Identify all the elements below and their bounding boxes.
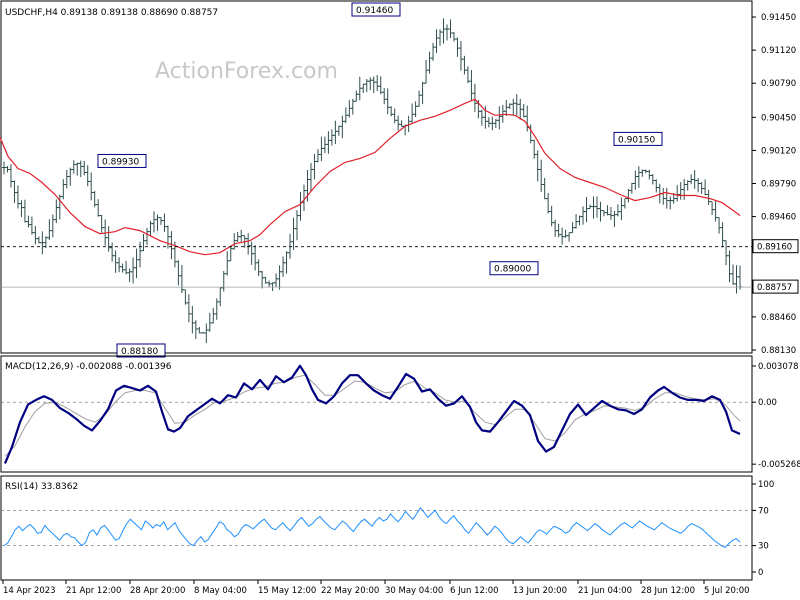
macd-signal-line xyxy=(4,374,741,457)
price-tick-label: 0.90790 xyxy=(761,79,796,89)
macd-tick-label: 0.00 xyxy=(758,398,777,408)
time-tick-label: 30 May 04:00 xyxy=(385,586,443,596)
price-bars xyxy=(2,18,742,343)
price-tick-label: 0.91120 xyxy=(761,46,796,56)
time-tick-label: 22 May 20:00 xyxy=(321,586,379,596)
rsi-tick-label: 30 xyxy=(758,542,769,552)
rsi-tick-label: 100 xyxy=(758,480,774,490)
annotation-label: 0.88180 xyxy=(121,347,158,357)
last-price-label: 0.88757 xyxy=(757,283,792,293)
price-header: USDCHF,H4 0.89138 0.89138 0.88690 0.8875… xyxy=(5,8,218,18)
rsi-line xyxy=(3,506,741,549)
annotation-label: 0.89000 xyxy=(494,265,531,275)
time-tick-label: 14 Apr 2023 xyxy=(3,586,56,596)
time-tick-label: 6 Jun 12:00 xyxy=(450,586,499,596)
annotation-box xyxy=(489,261,539,276)
annotation-box xyxy=(351,2,401,17)
annotation-label: 0.91460 xyxy=(356,6,393,16)
price-tick-label: 0.88460 xyxy=(761,313,796,323)
annotation-box xyxy=(116,343,166,358)
last-price-box xyxy=(752,279,799,294)
time-tick-label: 21 Apr 12:00 xyxy=(66,586,121,596)
price-tick-label: 0.89460 xyxy=(761,213,796,223)
price-annotations: 0.91460 0.89930 0.88180 0.90150 0.89000 xyxy=(97,2,663,358)
price-y-axis: 0.91450 0.91120 0.90790 0.90450 0.90120 0.897… xyxy=(752,13,796,356)
watermark: ActionForex.com xyxy=(155,59,338,84)
annotation-label: 0.90150 xyxy=(618,135,655,145)
macd-tick-label: -0.005268 xyxy=(758,460,800,470)
rsi-panel: RSI(14) 33.8362 100 70 30 0 xyxy=(0,475,774,581)
annotation-box xyxy=(97,153,147,168)
level-price-box xyxy=(752,239,799,254)
price-panel: ActionForex.com USDCHF,H4 0.89138 0.8913… xyxy=(0,0,799,358)
time-tick-label: 28 Apr 20:00 xyxy=(130,586,185,596)
price-tick-label: 0.91450 xyxy=(761,13,796,23)
moving-average-line xyxy=(0,98,741,256)
macd-y-axis: 0.003078 0.00 -0.005268 xyxy=(752,362,800,470)
time-tick-label: 15 May 12:00 xyxy=(258,586,316,596)
time-tick-label: 21 Jun 04:00 xyxy=(578,586,632,596)
price-tick-label: 0.89790 xyxy=(761,180,796,190)
price-tick-label: 0.90450 xyxy=(761,113,796,123)
macd-lines xyxy=(1,364,752,464)
macd-title: MACD(12,26,9) -0.002088 -0.001396 xyxy=(5,362,172,372)
macd-main-line xyxy=(3,364,741,464)
time-tick-label: 8 May 04:00 xyxy=(194,586,247,596)
rsi-lines xyxy=(1,506,752,549)
rsi-title: RSI(14) 33.8362 xyxy=(5,482,78,492)
price-tick-label: 0.90120 xyxy=(761,146,796,156)
price-level-lines: 0.89160 0.88757 xyxy=(1,239,799,294)
level-price-label: 0.89160 xyxy=(757,243,792,253)
time-axis: 14 Apr 2023 21 Apr 12:00 28 Apr 20:00 8 May… xyxy=(2,580,750,596)
macd-tick-label: 0.003078 xyxy=(758,362,799,372)
time-tick-label: 5 Jul 20:00 xyxy=(704,586,750,596)
macd-panel: MACD(12,26,9) -0.002088 -0.001396 0.0030… xyxy=(0,355,800,473)
rsi-tick-label: 70 xyxy=(758,506,769,516)
moving-average xyxy=(0,98,741,256)
annotation-box xyxy=(613,131,663,146)
rsi-tick-label: 0 xyxy=(758,568,763,578)
price-tick-label: 0.88130 xyxy=(761,346,796,356)
time-tick-label: 28 Jun 12:00 xyxy=(641,586,695,596)
time-tick-label: 13 Jun 20:00 xyxy=(513,586,567,596)
annotation-label: 0.89930 xyxy=(102,157,139,167)
rsi-y-axis: 100 70 30 0 xyxy=(752,480,774,578)
